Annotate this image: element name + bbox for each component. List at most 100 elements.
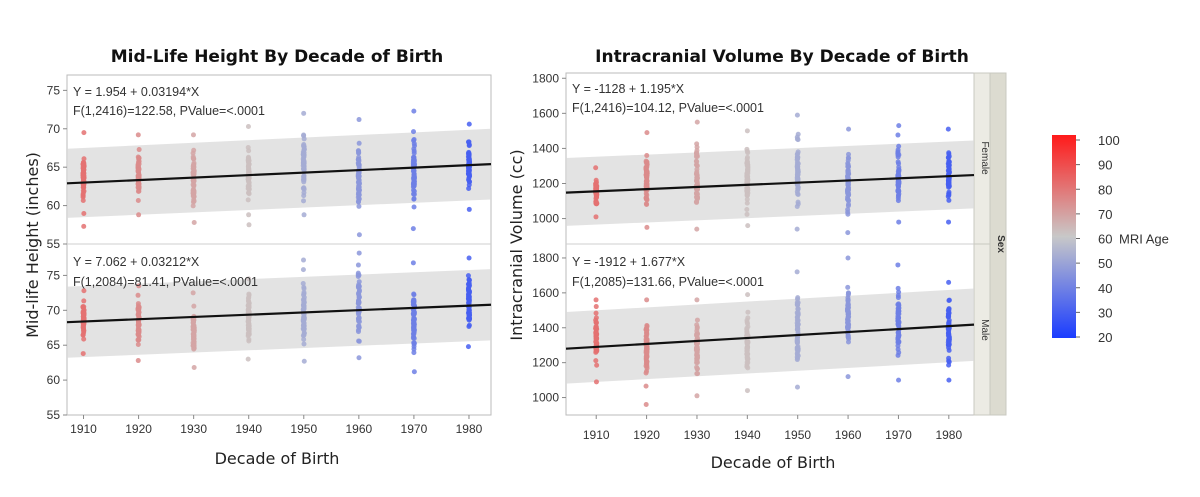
data-point (795, 300, 801, 306)
data-point (356, 232, 362, 238)
data-point (795, 168, 801, 174)
data-point (411, 148, 417, 154)
x-tick-label: 1910 (583, 428, 610, 442)
data-point (744, 317, 750, 323)
data-point (245, 154, 251, 160)
data-point (81, 160, 87, 166)
data-point (135, 303, 141, 309)
data-point (301, 257, 307, 263)
data-point (136, 155, 142, 161)
x-tick-label: 1920 (125, 422, 152, 436)
data-point (466, 308, 472, 314)
data-point (895, 311, 901, 317)
y-tick-label: 55 (47, 408, 61, 422)
data-point (845, 319, 851, 325)
icv-female-strip-label: Female (979, 141, 990, 175)
data-point (466, 323, 472, 329)
x-tick-label: 1950 (784, 428, 811, 442)
data-point (410, 129, 416, 135)
data-point (246, 222, 252, 228)
data-point (795, 322, 801, 328)
icv-male-panel: 1000 1200 1400 1600 1800 Y = -1912 + 1.677*X… (532, 251, 975, 408)
data-point (81, 336, 87, 342)
data-point (301, 212, 307, 218)
icv-male-strip-label: Male (979, 319, 990, 341)
data-point (795, 164, 801, 170)
height-female-y-axis: 55 60 65 70 75 (47, 83, 67, 251)
data-point (895, 339, 901, 345)
y-tick-label: 65 (47, 160, 61, 174)
x-tick-label: 1940 (235, 422, 262, 436)
data-point (245, 298, 251, 304)
data-point (946, 168, 952, 174)
data-point (896, 143, 902, 149)
data-point (694, 371, 700, 377)
data-point (191, 346, 197, 352)
data-point (795, 327, 801, 333)
data-point (300, 177, 306, 183)
data-point (190, 290, 196, 296)
data-point (467, 315, 473, 321)
data-point (301, 132, 307, 138)
data-point (896, 377, 902, 383)
data-point (355, 290, 361, 296)
y-tick-label: 65 (47, 338, 61, 352)
data-point (246, 276, 252, 282)
y-tick-label: 1600 (532, 286, 559, 300)
data-point (896, 178, 902, 184)
data-point (81, 130, 87, 136)
data-point (593, 304, 599, 310)
data-point (846, 126, 852, 132)
data-point (795, 344, 801, 350)
data-point (356, 173, 362, 179)
data-point (356, 323, 362, 329)
data-point (301, 284, 307, 290)
y-tick-label: 1600 (532, 106, 559, 120)
data-point (795, 171, 801, 177)
data-point (136, 212, 142, 218)
data-point (593, 196, 599, 202)
x-tick-label: 1950 (290, 422, 317, 436)
data-point (245, 123, 251, 129)
data-point (356, 185, 362, 191)
y-tick-label: 70 (47, 122, 61, 136)
data-point (593, 214, 599, 220)
data-point (356, 355, 362, 361)
data-point (644, 365, 650, 371)
icv-chart: Intracranial Volume By Decade of Birth F… (507, 47, 1007, 472)
x-tick-label: 1930 (684, 428, 711, 442)
data-point (845, 298, 851, 304)
data-point (895, 352, 901, 358)
data-point (694, 226, 700, 232)
data-point (594, 340, 600, 346)
data-point (355, 179, 361, 185)
data-point (135, 167, 141, 173)
data-point (896, 171, 902, 177)
legend-tick-label: 80 (1098, 182, 1112, 197)
data-point (191, 194, 197, 200)
icv-male-fstat: F(1,2085)=131.66, PValue=<.0001 (572, 275, 764, 289)
data-point (245, 162, 251, 168)
icv-male-y-axis: 1000 1200 1400 1600 1800 (532, 251, 566, 405)
data-point (694, 366, 700, 372)
data-point (301, 146, 307, 152)
icv-x-axis: 1910 1920 1930 1940 1950 1960 1970 1980 (583, 415, 962, 442)
data-point (466, 287, 472, 293)
height-male-panel: 55 60 65 70 75 Y = 7.062 + 0.03212*X F(1,208… (47, 250, 492, 422)
data-point (694, 199, 700, 205)
data-point (300, 281, 306, 287)
data-point (694, 176, 700, 182)
data-point (135, 198, 141, 204)
data-point (896, 333, 902, 339)
data-point (845, 211, 851, 217)
data-point (744, 351, 750, 357)
data-point (946, 297, 952, 303)
y-tick-label: 1400 (532, 141, 559, 155)
data-point (135, 132, 141, 138)
data-point (301, 306, 307, 312)
data-point (245, 356, 251, 362)
data-point (744, 173, 750, 179)
y-tick-label: 60 (47, 373, 61, 387)
data-point (795, 201, 801, 207)
